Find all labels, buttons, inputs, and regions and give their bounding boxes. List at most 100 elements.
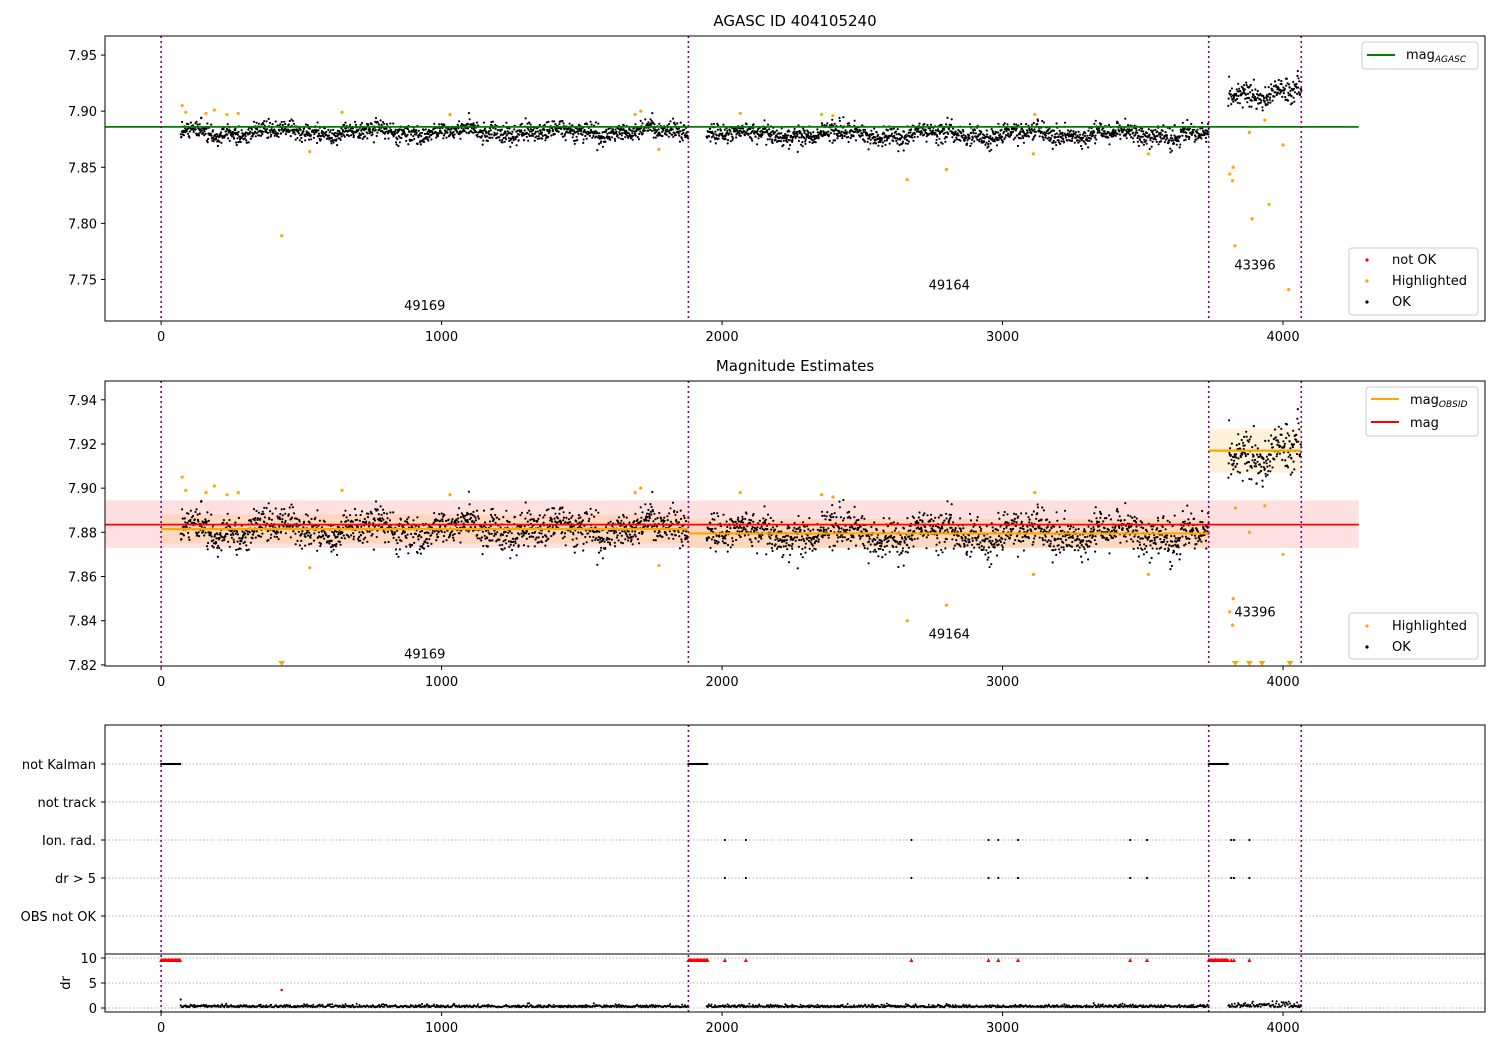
ok-point — [967, 134, 971, 137]
ok-point — [504, 530, 507, 534]
ok-point — [344, 121, 347, 124]
ok-point — [973, 140, 976, 143]
ok-point — [1254, 88, 1257, 91]
ok-point — [667, 135, 670, 138]
ok-point — [1078, 133, 1082, 136]
ok-point — [890, 134, 893, 137]
ok-point — [614, 139, 617, 142]
ok-point — [959, 139, 962, 142]
ok-point — [815, 539, 818, 543]
ok-point — [627, 539, 630, 542]
ok-point — [816, 528, 819, 531]
ok-point — [649, 128, 652, 131]
ok-point — [439, 525, 442, 528]
ok-point — [352, 132, 355, 136]
ok-point — [739, 134, 742, 137]
ok-point — [1167, 141, 1170, 144]
ok-point — [1118, 130, 1121, 133]
ok-point — [731, 537, 734, 540]
ok-point — [1136, 140, 1139, 143]
ok-point — [861, 124, 864, 127]
ok-point — [644, 118, 647, 121]
ok-point — [589, 120, 592, 123]
ok-point — [1168, 139, 1171, 142]
ok-point — [524, 501, 527, 504]
ok-point — [714, 142, 717, 145]
ok-point — [508, 530, 512, 533]
ok-point — [277, 135, 280, 139]
ok-point — [674, 534, 677, 537]
ok-point — [376, 121, 379, 124]
ok-point — [278, 129, 281, 132]
ok-point — [358, 132, 361, 135]
ok-point — [366, 540, 369, 543]
ok-point — [573, 545, 576, 548]
ok-point — [1159, 135, 1162, 139]
ok-point — [1055, 122, 1058, 125]
ok-point — [392, 135, 395, 138]
ok-point — [209, 533, 212, 536]
ok-point — [671, 501, 675, 504]
ok-point — [1150, 136, 1153, 139]
ok-point — [709, 127, 712, 130]
ok-point — [333, 131, 337, 135]
ok-point — [781, 556, 784, 559]
ok-point — [293, 128, 296, 131]
ok-point — [1229, 89, 1232, 92]
ok-point — [1012, 138, 1015, 141]
ok-point — [243, 540, 246, 544]
ok-point — [712, 134, 715, 138]
ok-point — [570, 516, 573, 520]
ok-point — [907, 140, 911, 143]
ok-point — [990, 148, 993, 151]
ok-point — [737, 516, 740, 519]
ok-point — [270, 133, 273, 136]
ok-point — [261, 510, 264, 513]
ok-point — [1188, 137, 1191, 141]
ok-point — [304, 535, 307, 539]
ok-point — [1241, 106, 1244, 109]
ok-point — [341, 132, 344, 135]
ok-point — [810, 133, 813, 136]
ok-point — [651, 112, 654, 115]
ok-point — [1050, 134, 1054, 137]
ok-point — [259, 134, 263, 137]
ok-point — [771, 526, 775, 529]
ok-point — [380, 525, 384, 528]
ok-point — [847, 135, 850, 139]
ok-point — [1059, 142, 1062, 145]
ok-point — [570, 525, 574, 529]
ok-point — [734, 130, 737, 133]
ok-point — [982, 140, 986, 143]
ok-point — [476, 537, 479, 540]
ok-point — [362, 132, 365, 136]
ok-point — [965, 137, 968, 140]
ok-point — [617, 136, 620, 139]
ok-point — [617, 539, 620, 542]
ok-point — [1032, 129, 1035, 132]
ok-point — [319, 544, 322, 548]
ok-point — [985, 141, 988, 144]
ok-point — [1066, 139, 1069, 142]
ok-point — [987, 142, 990, 146]
ok-point — [569, 530, 572, 533]
ok-point — [1107, 131, 1110, 134]
ok-point — [751, 139, 754, 142]
ok-point — [596, 538, 600, 542]
ok-point — [1163, 141, 1166, 144]
ok-point — [938, 137, 941, 140]
ok-point — [584, 535, 587, 539]
ok-point — [799, 143, 803, 146]
ok-point — [668, 530, 671, 533]
ok-point — [1045, 132, 1048, 135]
ok-point — [759, 535, 763, 538]
ok-point — [936, 128, 940, 131]
ok-point — [657, 128, 660, 131]
ok-point — [520, 511, 524, 514]
ok-point — [710, 123, 713, 126]
ok-point — [187, 123, 190, 126]
ok-point — [634, 530, 637, 533]
ok-point — [941, 142, 944, 145]
ok-point — [674, 123, 677, 126]
ok-point — [829, 529, 832, 533]
